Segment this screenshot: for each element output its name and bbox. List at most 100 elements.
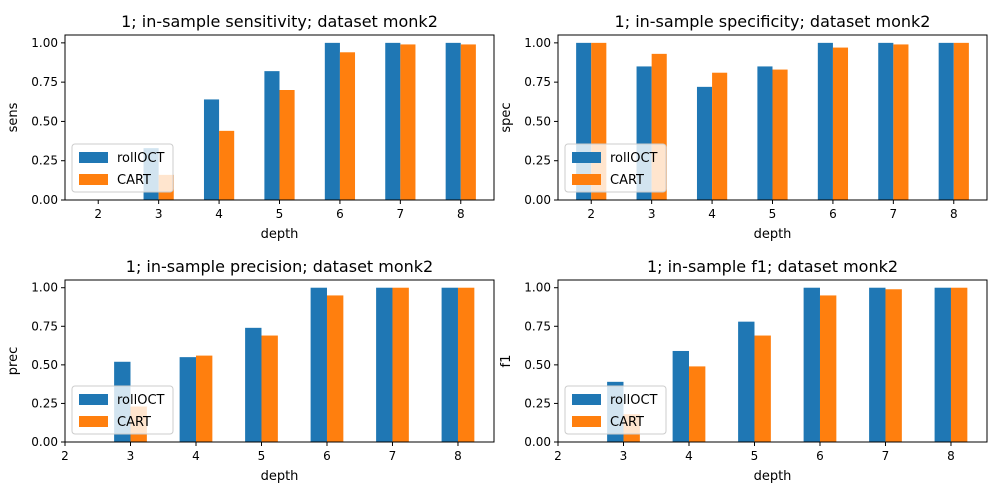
axes-frame bbox=[64, 279, 495, 443]
x-tick-label: 3 bbox=[127, 449, 135, 463]
x-tick-label: 6 bbox=[323, 449, 331, 463]
chart-title: 1; in-sample precision; dataset monk2 bbox=[126, 257, 433, 276]
bar-CART-depth-8 bbox=[950, 287, 968, 442]
x-tick-label: 4 bbox=[708, 207, 716, 221]
x-tick-label: 7 bbox=[882, 449, 890, 463]
x-tick-label: 8 bbox=[457, 207, 465, 221]
x-tick-label: 5 bbox=[258, 449, 266, 463]
bar-CART-depth-6 bbox=[326, 295, 344, 442]
bar-CART-depth-7 bbox=[893, 44, 909, 201]
legend-label-CART: CART bbox=[117, 173, 151, 188]
x-tick-label: 5 bbox=[276, 207, 284, 221]
x-tick-label: 2 bbox=[94, 207, 102, 221]
bar-CART-depth-8 bbox=[460, 44, 476, 201]
legend-label-CART: CART bbox=[117, 415, 151, 430]
bar-CART-depth-7 bbox=[885, 289, 902, 442]
y-axis-label: sens bbox=[6, 102, 21, 132]
legend-swatch-rollOCT bbox=[572, 394, 601, 405]
x-tick-label: 8 bbox=[454, 449, 462, 463]
x-tick-label: 2 bbox=[554, 449, 562, 463]
chart-panel-3: 0.00 0.25 0.50 0.75 1.00 2 3 4 5 6 7 8 1; in-sample … bbox=[6, 257, 495, 484]
bar-CART-depth-5 bbox=[279, 90, 295, 200]
x-axis-label: depth bbox=[261, 227, 299, 242]
y-tick-label: 0.50 bbox=[31, 114, 58, 128]
legend-swatch-CART bbox=[79, 416, 108, 427]
y-tick-label: 1.00 bbox=[524, 281, 551, 295]
bar-rollOCT-depth-6 bbox=[310, 287, 327, 442]
bar-rollOCT-depth-8 bbox=[441, 287, 458, 442]
legend-label-rollOCT: rollOCT bbox=[610, 151, 658, 166]
bar-CART-depth-6 bbox=[832, 47, 849, 200]
x-tick-label: 4 bbox=[215, 207, 223, 221]
bar-rollOCT-depth-5 bbox=[738, 321, 755, 442]
bar-rollOCT-depth-6 bbox=[803, 287, 820, 442]
legend-swatch-rollOCT bbox=[79, 394, 108, 405]
x-tick-label: 6 bbox=[829, 207, 837, 221]
y-tick-label: 0.50 bbox=[524, 114, 551, 128]
x-tick-label: 8 bbox=[947, 449, 955, 463]
x-tick-label: 4 bbox=[685, 449, 693, 463]
y-tick-label: 0.25 bbox=[31, 396, 58, 410]
bar-CART-depth-8 bbox=[457, 287, 475, 442]
x-axis-label: depth bbox=[261, 469, 299, 484]
y-tick-label: 0.00 bbox=[524, 435, 551, 449]
y-tick-label: 0.25 bbox=[524, 154, 551, 168]
legend-label-rollOCT: rollOCT bbox=[117, 151, 165, 166]
bar-rollOCT-depth-8 bbox=[938, 42, 954, 200]
bar-CART-depth-8 bbox=[953, 42, 969, 200]
chart-panel-4: 0.00 0.25 0.50 0.75 1.00 2 3 4 5 6 7 8 1; in-sample … bbox=[499, 257, 988, 484]
bar-CART-depth-7 bbox=[400, 44, 416, 201]
bar-CART-depth-4 bbox=[219, 130, 235, 200]
x-tick-label: 6 bbox=[816, 449, 824, 463]
chart-title: 1; in-sample f1; dataset monk2 bbox=[647, 257, 898, 276]
bar-CART-depth-5 bbox=[261, 335, 278, 442]
x-tick-label: 8 bbox=[950, 207, 958, 221]
bar-rollOCT-depth-7 bbox=[385, 42, 401, 200]
legend-swatch-CART bbox=[79, 174, 108, 185]
legend-swatch-CART bbox=[572, 174, 601, 185]
y-tick-label: 0.50 bbox=[31, 358, 58, 372]
y-tick-label: 0.50 bbox=[524, 358, 551, 372]
bar-CART-depth-4 bbox=[195, 355, 213, 442]
bar-CART-depth-6 bbox=[339, 52, 356, 200]
bar-rollOCT-depth-7 bbox=[376, 287, 393, 442]
bar-rollOCT-depth-7 bbox=[869, 287, 886, 442]
x-tick-label: 3 bbox=[155, 207, 163, 221]
x-axis-label: depth bbox=[754, 469, 792, 484]
legend: rollOCT CART bbox=[564, 143, 667, 193]
y-tick-label: 1.00 bbox=[31, 281, 58, 295]
legend-label-CART: CART bbox=[610, 173, 644, 188]
bar-rollOCT-depth-5 bbox=[264, 71, 280, 200]
bar-rollOCT-depth-5 bbox=[245, 327, 262, 442]
x-tick-label: 2 bbox=[61, 449, 69, 463]
y-tick-label: 0.00 bbox=[31, 435, 58, 449]
legend-label-CART: CART bbox=[610, 415, 644, 430]
y-tick-label: 0.00 bbox=[31, 193, 58, 207]
y-tick-label: 0.25 bbox=[31, 154, 58, 168]
chart-panel-1: 0.00 0.25 0.50 0.75 1.00 2 3 4 5 6 7 8 1; in-sample … bbox=[6, 12, 495, 242]
chart-panel-2: 0.00 0.25 0.50 0.75 1.00 2 3 4 5 6 7 8 1; in-sample … bbox=[499, 12, 988, 242]
bar-CART-depth-6 bbox=[819, 295, 837, 442]
legend-label-rollOCT: rollOCT bbox=[610, 393, 658, 408]
bar-rollOCT-depth-8 bbox=[445, 42, 461, 200]
axes-frame bbox=[557, 279, 988, 443]
y-axis-label: spec bbox=[499, 102, 514, 132]
y-tick-label: 0.75 bbox=[524, 319, 551, 333]
y-tick-label: 0.75 bbox=[524, 75, 551, 89]
bar-rollOCT-depth-4 bbox=[179, 357, 196, 442]
legend: rollOCT CART bbox=[71, 385, 174, 435]
bar-rollOCT-depth-4 bbox=[696, 86, 713, 200]
bar-CART-depth-4 bbox=[688, 366, 706, 442]
x-tick-label: 2 bbox=[587, 207, 595, 221]
x-tick-label: 5 bbox=[769, 207, 777, 221]
x-tick-label: 5 bbox=[751, 449, 759, 463]
bar-rollOCT-depth-6 bbox=[817, 42, 833, 200]
x-axis-label: depth bbox=[754, 227, 792, 242]
x-tick-label: 4 bbox=[192, 449, 200, 463]
y-tick-label: 1.00 bbox=[524, 36, 551, 50]
y-tick-label: 0.00 bbox=[524, 193, 551, 207]
bar-rollOCT-depth-7 bbox=[878, 42, 894, 200]
x-tick-label: 7 bbox=[389, 449, 397, 463]
